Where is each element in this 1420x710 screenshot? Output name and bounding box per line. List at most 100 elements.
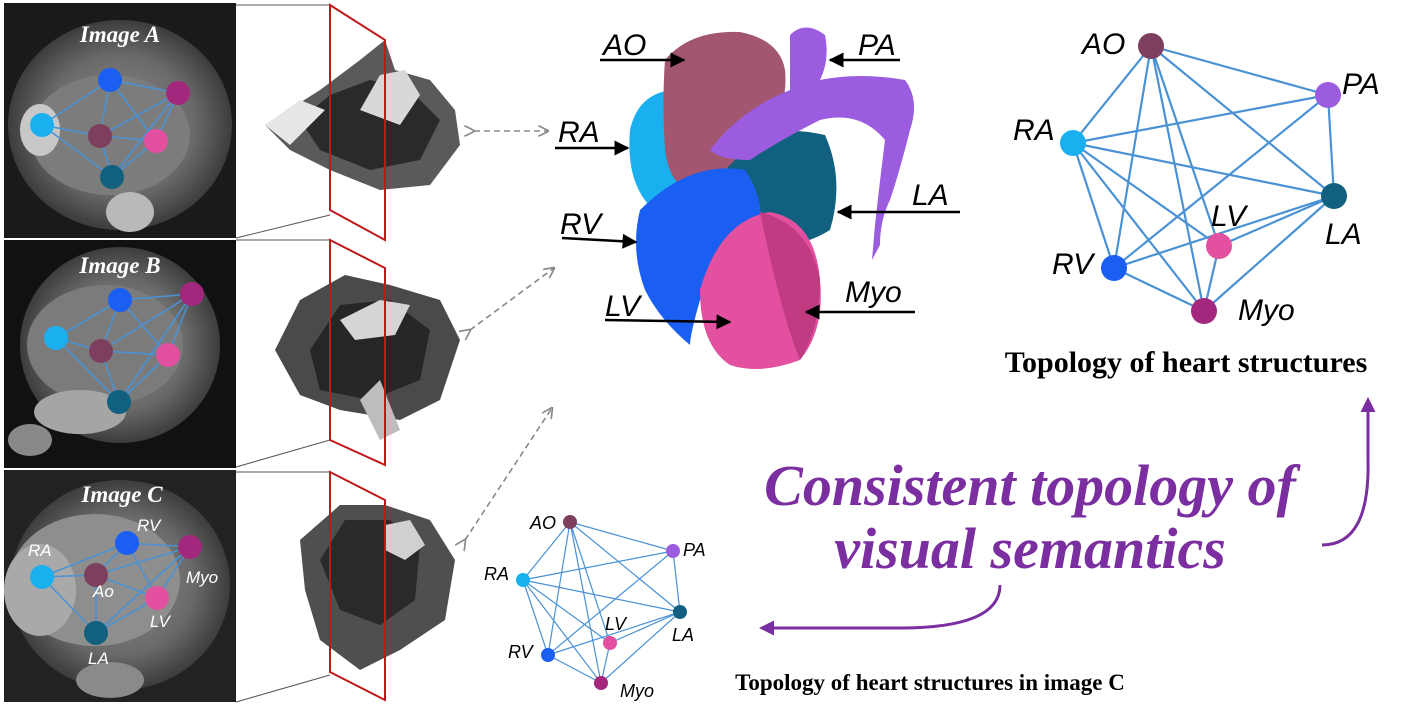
heart-label-pa: PA — [858, 29, 896, 62]
panel-c-node-myo — [178, 535, 202, 559]
topology-c-label-lv: LV — [605, 614, 628, 634]
panel-c-label-lv: LV — [150, 612, 172, 631]
ct-panel-a: Image A — [4, 3, 236, 238]
topology-c-label-la: LA — [672, 625, 694, 645]
volume-render-b — [275, 238, 460, 467]
topology-main-edge-ao-lv — [1149, 45, 1221, 247]
panel-connectors — [235, 4, 331, 703]
headline-line-2: visual semantics — [834, 516, 1226, 581]
topology-main-label-rv: RV — [1052, 248, 1096, 281]
topology-main-label-pa: PA — [1342, 68, 1380, 101]
volume-render-a — [265, 3, 460, 242]
topology-c-node-pa — [666, 544, 680, 558]
topology-c-edge-ao-myo — [569, 521, 602, 684]
topology-c-label-ra: RA — [484, 564, 509, 584]
topology-main-edge-ra-la — [1072, 141, 1335, 198]
topology-main-edge-ra-lv — [1072, 142, 1220, 247]
panel-c-edge-rv-ra — [41, 542, 128, 578]
panel-b-node-myo — [180, 282, 204, 306]
panel-a-edge-rv-ra — [41, 79, 111, 126]
topology-main-edge-ao-myo — [1149, 45, 1206, 312]
panel-c-node-lv — [145, 586, 169, 610]
topology-c-label-rv: RV — [508, 642, 535, 662]
ct-panel-c: Image C RA RV Myo Ao LV LA — [4, 470, 236, 702]
arrow-to-main-topology — [1321, 397, 1376, 547]
panel-b-node-la — [107, 390, 131, 414]
heart-label-rv: RV — [560, 208, 604, 241]
panel-a-edge-myo-la — [111, 92, 179, 178]
topology-c-edge-pa-la — [672, 550, 681, 613]
panel-a-node-rv — [98, 68, 122, 92]
heart-label-ao: AO — [601, 29, 646, 62]
arrow-to-topology-c — [759, 584, 1002, 636]
topology-main-title: Topology of heart structures — [1005, 346, 1368, 379]
topology-main-graph: AO PA RA LA LV RV Myo — [1013, 28, 1380, 327]
panel-b-edge-myo-la — [118, 293, 193, 403]
panel-c-node-ra — [30, 565, 54, 589]
topology-main-edge-la-rv — [1113, 194, 1335, 270]
topology-c-node-la — [673, 605, 687, 619]
heart-labels: AO PA RA LA RV LV Myo — [558, 29, 949, 323]
topology-c-edge-pa-rv — [547, 550, 674, 656]
topology-c-node-myo — [594, 676, 608, 690]
topology-main-edge-ra-rv — [1071, 142, 1116, 269]
heart-label-lv: LV — [605, 290, 643, 323]
topology-main-edge-ao-la — [1150, 45, 1335, 197]
topology-c-label-pa: PA — [683, 540, 706, 560]
topology-c-node-lv — [603, 636, 617, 650]
topology-main-node-la — [1321, 183, 1347, 209]
topology-c-title: Topology of heart structures in image C — [735, 670, 1125, 695]
panel-c-title: Image C — [80, 482, 163, 507]
topology-main-edge-ra-myo — [1072, 142, 1205, 312]
topology-c-edge-ao-lv — [569, 521, 611, 644]
topology-c-node-ra — [516, 573, 530, 587]
topology-c-edge-pa-ra — [522, 550, 674, 581]
topology-c-edge-ao-pa — [569, 521, 674, 552]
topology-c-edge-la-myo — [600, 611, 681, 684]
panel-b-node-lv — [156, 343, 180, 367]
dashed-link-arrows — [465, 131, 554, 540]
topology-main-edge-ao-rv — [1112, 45, 1153, 269]
headline-line-1: Consistent topology of — [764, 453, 1301, 518]
topology-main-label-ao: AO — [1080, 28, 1125, 61]
topology-main-node-rv — [1101, 255, 1127, 281]
panel-b-edge-rv-myo — [119, 293, 193, 301]
panel-a-edge-ra-la — [41, 124, 113, 178]
topology-main-node-lv — [1206, 233, 1232, 259]
topology-main-label-ra: RA — [1013, 114, 1055, 147]
panel-c-node-rv — [115, 531, 139, 555]
panel-b-node-ao — [89, 339, 113, 363]
topology-c-edge-ra-lv — [522, 579, 611, 644]
panel-b-edge-ao-myo — [100, 293, 193, 352]
topology-main-edge-pa-ra — [1072, 93, 1329, 145]
topology-c-node-ao — [563, 515, 577, 529]
volume-render-c — [300, 470, 455, 702]
panel-a-node-myo — [166, 81, 190, 105]
topology-main-label-la: LA — [1325, 218, 1362, 251]
topology-c-edge-ao-rv — [547, 521, 571, 656]
heart-label-la: LA — [912, 179, 949, 212]
panel-a-title: Image A — [79, 22, 160, 47]
topology-main-edge-pa-rv — [1113, 94, 1329, 269]
panel-c-label-la: LA — [88, 649, 109, 668]
topology-c-edge-ra-rv — [522, 579, 549, 656]
topology-c-edge-la-rv — [547, 611, 681, 656]
heart-label-arrows — [555, 52, 960, 330]
heart-label-myo: Myo — [845, 276, 902, 309]
topology-c-edge-ao-la — [569, 521, 681, 613]
topology-main-edge-ao-pa — [1150, 44, 1329, 97]
topology-main-edge-rv-myo — [1113, 267, 1205, 312]
panel-b-node-ra — [44, 326, 68, 350]
topology-main-node-myo — [1191, 298, 1217, 324]
panel-b-edge-rv-ra — [55, 299, 121, 339]
panel-c-node-la — [84, 621, 108, 645]
topology-main-node-pa — [1315, 82, 1341, 108]
panel-b-edge-rv-lv — [119, 299, 169, 356]
panel-c-edge-ao-myo — [95, 546, 191, 576]
topology-main-edge-la-myo — [1203, 195, 1335, 312]
panel-a-edge-ao-myo — [99, 92, 179, 137]
panel-c-node-ao — [84, 563, 108, 587]
topology-main-node-ao — [1138, 33, 1164, 59]
topology-main-edge-ao-ra — [1072, 45, 1152, 144]
panel-b-title: Image B — [78, 253, 160, 278]
